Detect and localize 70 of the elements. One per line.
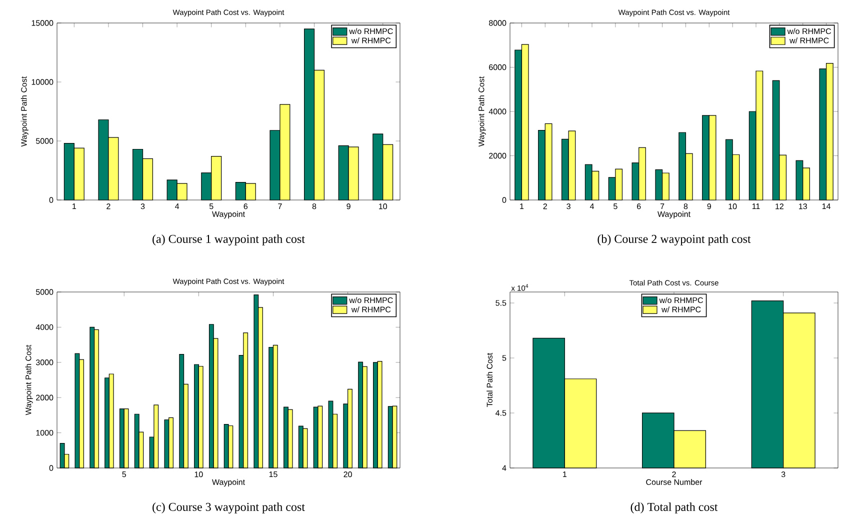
y-tick-label: 5 <box>502 355 506 361</box>
x-axis-title: Waypoint <box>658 211 690 219</box>
x-tick-label: 13 <box>799 204 807 210</box>
y-tick-label: 5000 <box>36 138 54 144</box>
x-tick-label: 3 <box>140 204 145 210</box>
x-tick-label: 2 <box>106 204 110 210</box>
x-tick-label: 5 <box>122 472 126 478</box>
legend-label: w/ RHMPC <box>790 37 829 44</box>
x-axis-title: Course Number <box>646 479 702 485</box>
y-tick-label: 0 <box>502 197 506 203</box>
y-tick-label: 15000 <box>32 20 54 26</box>
y-axis-title: Total Path Cost <box>486 352 492 407</box>
y-tick-label: 2000 <box>489 152 506 159</box>
legend-label: w/o RHMPC <box>349 297 393 304</box>
y-tick-label: 8000 <box>489 20 506 26</box>
x-tick-label: 5 <box>614 204 618 210</box>
y-tick-label: 3000 <box>36 360 54 366</box>
legend-label: w/ RHMPC <box>351 306 391 312</box>
x-tick-label: 7 <box>660 204 664 210</box>
y-tick-label: 4000 <box>36 324 54 330</box>
text: (a) Course 1 waypoint path cost <box>152 234 305 246</box>
x-tick-label: 4 <box>590 204 594 210</box>
x-tick-label: 20 <box>344 472 352 478</box>
x-tick-label: 15 <box>269 472 278 478</box>
x-axis-title: Waypoint <box>212 211 245 219</box>
x-tick-label: 5 <box>209 204 214 210</box>
y-tick-label: 1000 <box>36 430 54 436</box>
legend-label: w/ RHMPC <box>662 306 701 312</box>
x-tick-label: 1 <box>520 204 524 210</box>
text: (d) Total path cost <box>630 502 718 514</box>
y-axis-title: Waypoint Path Cost <box>25 344 33 416</box>
y-axis-title: Waypoint Path Cost <box>478 76 486 147</box>
y-tick-label: 4 <box>502 465 506 471</box>
legend-label: w/ RHMPC <box>351 37 391 44</box>
x-tick-label: 14 <box>822 204 831 210</box>
y-tick-label: 2000 <box>36 394 54 400</box>
y-tick-label: 0 <box>49 197 54 203</box>
y-tick-label: 5.5 <box>496 300 506 306</box>
x-tick-label: 3 <box>566 204 570 210</box>
y-tick-label: 4.5 <box>496 410 506 416</box>
x-axis-title: Waypoint <box>212 479 245 487</box>
x-tick-label: 12 <box>776 204 784 210</box>
x-tick-label: 6 <box>637 204 641 210</box>
x-tick-label: 9 <box>707 204 711 210</box>
y-tick-label: 6000 <box>489 64 506 70</box>
x-tick-label: 1 <box>563 472 567 478</box>
x-tick-label: 2 <box>543 204 547 210</box>
x-tick-label: 10 <box>728 204 737 210</box>
y-tick-label: 4000 <box>488 108 506 114</box>
x-tick-label: 4 <box>175 204 180 210</box>
text: (b) Course 2 waypoint path cost <box>598 234 751 246</box>
text: (c) Course 3 waypoint path cost <box>152 502 305 514</box>
x-tick-label: 9 <box>346 204 350 210</box>
legend-label: w/o RHMPC <box>659 297 703 304</box>
x-tick-label: 8 <box>312 204 316 210</box>
x-tick-label: 3 <box>781 472 786 478</box>
x-tick-label: 8 <box>684 204 688 210</box>
x-tick-label: 7 <box>278 204 282 210</box>
legend-label: w/o RHMPC <box>349 28 393 34</box>
legend-label: w/o RHMPC <box>787 28 832 34</box>
x-tick-label: 10 <box>379 204 387 210</box>
x-tick-label: 2 <box>672 472 676 478</box>
y-tick-label: 5000 <box>36 289 54 295</box>
x-tick-label: 6 <box>244 204 248 210</box>
x-tick-label: 11 <box>752 204 760 210</box>
y-tick-label: 0 <box>49 465 54 471</box>
y-axis-title: Waypoint Path Cost <box>20 76 28 147</box>
y-tick-label: 10000 <box>32 79 54 85</box>
x-tick-label: 10 <box>194 472 203 478</box>
x-tick-label: 1 <box>72 204 76 210</box>
